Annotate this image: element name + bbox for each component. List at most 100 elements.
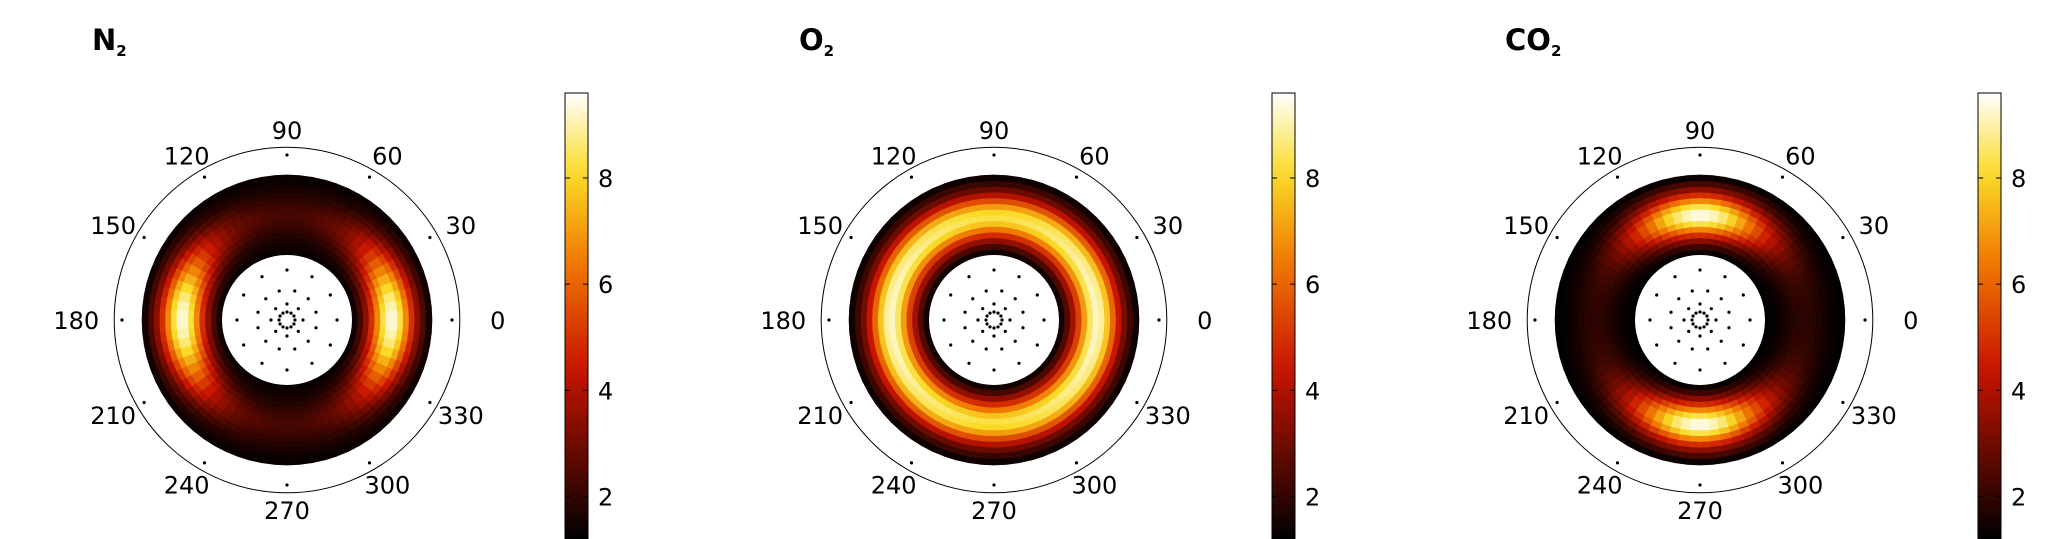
- heatmap-cell: [1583, 319, 1591, 331]
- heatmap-cell: [402, 309, 410, 321]
- heatmap-cell: [277, 424, 288, 432]
- heatmap-cell: [1690, 418, 1701, 426]
- heatmap-cell: [987, 243, 995, 250]
- sample-point: [996, 325, 1000, 329]
- heatmap-cell: [1577, 319, 1585, 331]
- sample-point: [274, 307, 278, 311]
- heatmap-cell: [860, 319, 867, 332]
- heatmap-cell: [1121, 308, 1128, 321]
- heatmap-cell: [198, 312, 206, 321]
- heatmap-cell: [141, 319, 149, 333]
- heatmap-cell: [286, 191, 299, 199]
- heatmap-cell: [286, 395, 295, 403]
- heatmap-cell: [1699, 231, 1708, 239]
- angle-label: 30: [1153, 212, 1184, 240]
- angle-tick: [1074, 175, 1079, 179]
- heatmap-cell: [1781, 319, 1789, 328]
- heatmap-cell: [1689, 197, 1701, 205]
- heatmap-cell: [993, 441, 1006, 449]
- angle-label: 90: [1685, 117, 1716, 145]
- heatmap-cell: [1699, 412, 1709, 420]
- heatmap-cell: [1832, 319, 1840, 333]
- heatmap-cell: [1838, 319, 1846, 333]
- sample-point: [242, 343, 246, 347]
- chart-title: N2: [92, 23, 127, 60]
- heatmap-cell: [1691, 226, 1701, 233]
- heatmap-cell: [1689, 429, 1701, 437]
- angle-tick: [827, 318, 831, 322]
- sample-point: [242, 293, 246, 297]
- sample-point: [1655, 343, 1659, 347]
- sample-point: [292, 322, 296, 326]
- heatmap-cell: [1699, 458, 1713, 466]
- sample-point: [949, 343, 953, 347]
- heatmap-cell: [986, 231, 995, 239]
- heatmap-cell: [1064, 313, 1071, 321]
- angle-tick: [909, 461, 914, 465]
- heatmap-cell: [1058, 313, 1066, 321]
- heatmap-cell: [1687, 458, 1701, 466]
- angle-label: 60: [1785, 142, 1816, 170]
- sample-point: [264, 297, 268, 301]
- heatmap-cell: [1699, 203, 1711, 211]
- sample-point: [1690, 347, 1694, 351]
- colorbar-ticks: 2 4 6 8: [1272, 165, 1320, 512]
- heatmap-cell: [278, 412, 288, 420]
- heatmap-cell: [286, 452, 300, 460]
- heatmap-cell: [982, 191, 995, 199]
- polar-frame: [1526, 146, 1874, 494]
- heatmap-cell: [1132, 307, 1140, 321]
- sample-point: [992, 268, 996, 272]
- heatmap-cell: [1689, 435, 1701, 443]
- heatmap-cell: [993, 384, 1001, 392]
- sample-point: [306, 297, 310, 301]
- angle-tick: [1698, 153, 1702, 157]
- sample-point: [1673, 275, 1677, 279]
- colorbar: [1977, 92, 2002, 539]
- heatmap-cell: [865, 308, 873, 321]
- heatmap-cell: [993, 418, 1004, 426]
- heatmap-cell: [854, 319, 862, 333]
- sample-point: [1698, 268, 1702, 272]
- heatmap-cell: [1115, 319, 1123, 332]
- heatmap-cell: [1121, 319, 1128, 332]
- heatmap-cell: [181, 319, 189, 330]
- heatmap-cell: [286, 248, 294, 256]
- heatmap-cell: [278, 226, 288, 233]
- heatmap-cell: [286, 243, 294, 250]
- sample-point: [1706, 289, 1710, 293]
- heatmap-cell: [374, 319, 381, 329]
- angle-tick: [367, 461, 372, 465]
- sample-point: [310, 275, 314, 279]
- angle-tick: [1615, 175, 1620, 179]
- sample-point: [277, 318, 281, 322]
- heatmap-cell: [1815, 319, 1823, 331]
- sample-point: [256, 326, 260, 330]
- heatmap-cell: [158, 308, 166, 321]
- heatmap-cell: [276, 197, 288, 205]
- heatmap-cell: [142, 294, 151, 309]
- heatmap-cell: [993, 401, 1002, 409]
- heatmap-cell: [993, 243, 1001, 250]
- heatmap-cell: [1699, 180, 1713, 188]
- heatmap-cell: [1693, 248, 1701, 256]
- heatmap-cell: [900, 319, 907, 329]
- heatmap-cell: [1815, 309, 1823, 321]
- sample-point: [984, 318, 988, 322]
- heatmap-cell: [1126, 319, 1134, 333]
- sample-point: [296, 329, 300, 333]
- heatmap-cell: [854, 307, 862, 321]
- heatmap-cell: [1699, 384, 1707, 392]
- sample-point: [1723, 275, 1727, 279]
- sample-point: [1673, 361, 1677, 365]
- heatmap-cell: [423, 294, 432, 309]
- heatmap-cell: [922, 319, 930, 327]
- heatmap-field: [1554, 174, 1846, 466]
- sample-point: [1702, 325, 1706, 329]
- sample-point: [264, 339, 268, 343]
- heatmap-cell: [981, 452, 995, 460]
- heatmap-cell: [981, 180, 995, 188]
- heatmap-cell: [1836, 331, 1845, 346]
